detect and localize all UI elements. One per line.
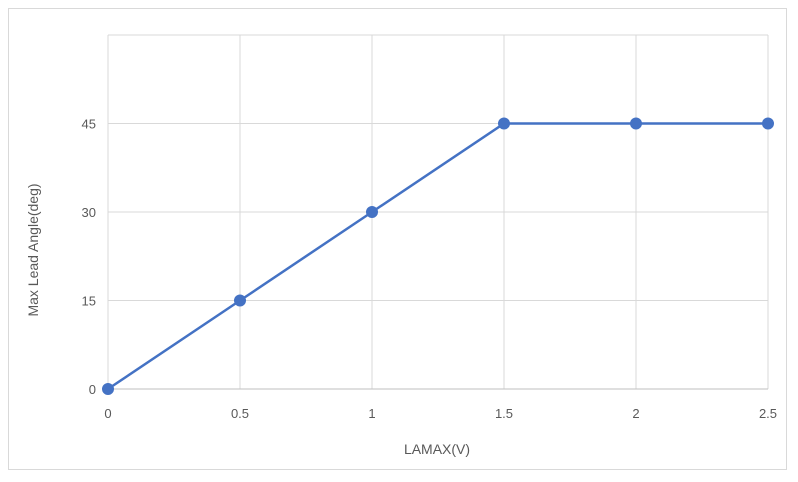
y-tick-label: 0 <box>89 382 96 397</box>
data-point <box>630 117 642 130</box>
x-tick-label: 0 <box>104 406 111 421</box>
data-point <box>102 383 114 395</box>
chart-frame <box>8 8 787 470</box>
x-tick-labels: 0 0.5 1 1.5 2 2.5 <box>104 406 777 421</box>
y-tick-labels: 0 15 30 45 <box>82 117 96 398</box>
gridlines <box>108 34 769 389</box>
series-line <box>107 122 768 391</box>
y-tick-label: 45 <box>82 117 96 132</box>
data-point <box>366 206 378 218</box>
x-tick-label: 1 <box>368 406 375 421</box>
data-point <box>762 117 774 130</box>
series-group <box>102 117 774 395</box>
y-tick-label: 15 <box>82 294 96 309</box>
y-tick-label: 30 <box>82 205 96 220</box>
x-tick-label: 2.5 <box>759 406 777 421</box>
axes <box>107 35 768 390</box>
x-axis-title: LAMAX(V) <box>404 441 470 457</box>
y-axis-title: Max Lead Angle(deg) <box>25 183 41 316</box>
x-tick-label: 0.5 <box>231 406 249 421</box>
x-tick-label: 2 <box>632 406 639 421</box>
data-point <box>234 294 246 307</box>
data-point <box>498 117 510 130</box>
x-tick-label: 1.5 <box>495 406 513 421</box>
